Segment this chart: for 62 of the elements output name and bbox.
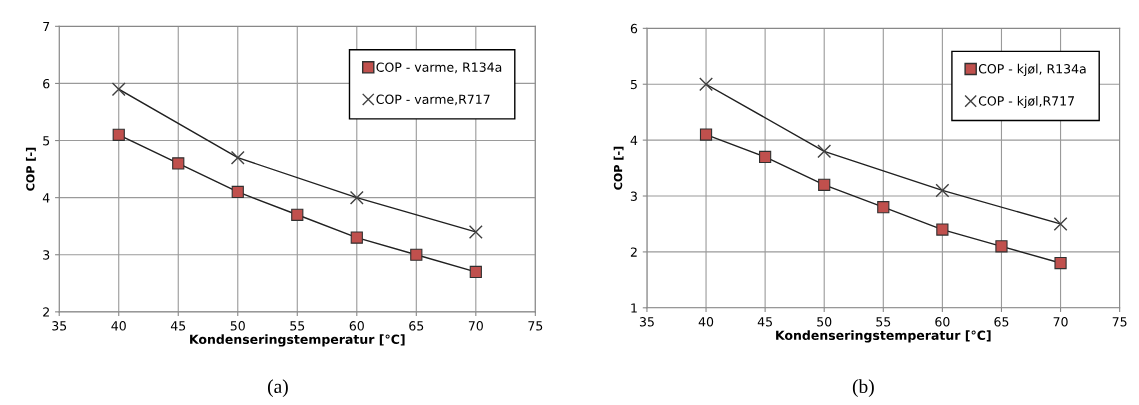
point bbox=[111, 82, 126, 97]
point bbox=[699, 128, 713, 141]
y-tick-label: 4 bbox=[42, 193, 50, 203]
point bbox=[350, 231, 363, 244]
x-tick-label: 35 bbox=[52, 321, 67, 331]
x-tick-label: 40 bbox=[698, 317, 714, 327]
point bbox=[230, 150, 245, 165]
legend-label: COP - kjøl,R717 bbox=[978, 95, 1075, 109]
x-tick-label: 75 bbox=[528, 321, 543, 331]
legend-label: COP - kjøl, R134a bbox=[978, 63, 1086, 76]
x-tick-label: 70 bbox=[1053, 317, 1068, 327]
x-tick-label: 70 bbox=[468, 321, 483, 331]
legend-label: COP - varme, R134a bbox=[376, 62, 502, 74]
x-tick-label: 35 bbox=[639, 317, 654, 327]
x-tick-label: 55 bbox=[876, 317, 891, 327]
x-tick-label: 65 bbox=[409, 321, 424, 331]
x-axis-title: Kondenseringstemperatur [°C] bbox=[776, 330, 991, 343]
point bbox=[410, 248, 423, 261]
point bbox=[172, 157, 185, 170]
x-tick-label: 40 bbox=[111, 321, 126, 331]
point bbox=[291, 208, 304, 221]
point bbox=[1054, 256, 1067, 270]
x-tick-label: 50 bbox=[817, 317, 832, 327]
x-tick-label: 55 bbox=[290, 321, 305, 331]
x-tick-label: 60 bbox=[935, 317, 950, 327]
x-tick-label: 60 bbox=[349, 321, 364, 331]
point bbox=[877, 201, 890, 214]
point bbox=[469, 265, 482, 278]
point bbox=[936, 223, 949, 236]
point bbox=[699, 77, 713, 92]
x-tick-label: 50 bbox=[230, 321, 245, 331]
point bbox=[817, 144, 832, 159]
y-axis-title: COP [-] bbox=[25, 147, 36, 191]
text: (b) bbox=[852, 379, 874, 397]
legend-label: COP - varme,R717 bbox=[376, 94, 490, 106]
y-tick-label: 3 bbox=[630, 191, 637, 201]
point bbox=[112, 128, 125, 141]
text: (a) bbox=[267, 379, 288, 397]
point bbox=[349, 190, 364, 205]
y-tick-label: 6 bbox=[630, 23, 638, 34]
y-tick-label: 5 bbox=[43, 136, 50, 146]
y-tick-label: 2 bbox=[630, 247, 637, 257]
point bbox=[995, 240, 1008, 253]
point bbox=[935, 183, 950, 198]
y-tick-label: 2 bbox=[43, 307, 49, 317]
y-tick-label: 6 bbox=[43, 78, 50, 89]
point bbox=[759, 150, 772, 164]
y-tick-label: 4 bbox=[630, 135, 638, 145]
y-tick-label: 5 bbox=[630, 79, 637, 90]
x-tick-label: 45 bbox=[757, 317, 772, 327]
point bbox=[1053, 217, 1068, 231]
point bbox=[818, 178, 831, 191]
x-tick-label: 65 bbox=[994, 317, 1009, 327]
y-tick-label: 1 bbox=[631, 303, 637, 313]
x-axis-title: Kondenseringstemperatur [°C] bbox=[190, 334, 405, 347]
y-tick-label: 7 bbox=[43, 21, 50, 32]
x-tick-label: 45 bbox=[170, 321, 186, 331]
y-axis-title: COP [-] bbox=[613, 146, 624, 190]
point bbox=[231, 185, 244, 199]
point bbox=[468, 224, 483, 239]
x-tick-label: 75 bbox=[1112, 317, 1127, 327]
y-tick-label: 3 bbox=[43, 250, 50, 260]
